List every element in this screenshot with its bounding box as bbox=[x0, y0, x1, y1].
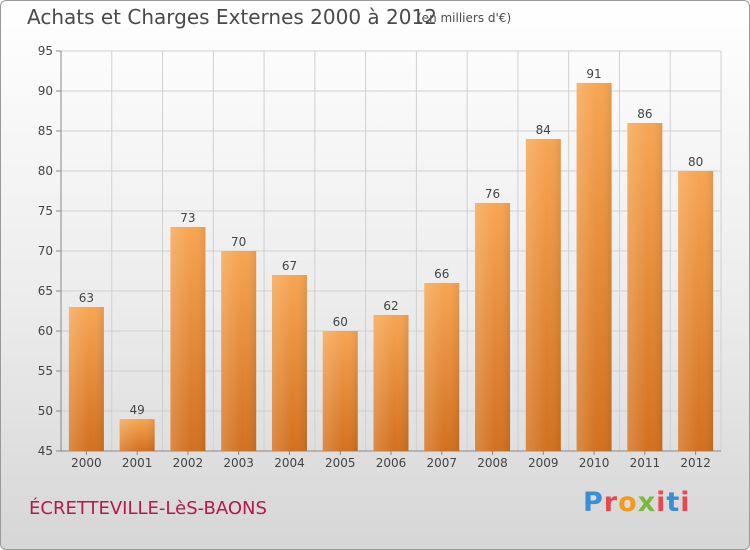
data-label-2008: 76 bbox=[485, 187, 500, 201]
y-tick-label: 60 bbox=[38, 324, 53, 338]
bars bbox=[68, 83, 714, 451]
y-tick-label: 85 bbox=[38, 124, 53, 138]
data-label-2007: 66 bbox=[434, 267, 449, 281]
bar-shade-2009 bbox=[525, 139, 561, 451]
x-tick-label: 2007 bbox=[426, 456, 457, 470]
x-tick-label: 2003 bbox=[223, 456, 254, 470]
bar-shade-2006 bbox=[373, 315, 409, 451]
data-label-2010: 91 bbox=[586, 67, 601, 81]
x-tick-label: 2002 bbox=[173, 456, 204, 470]
x-tick-label: 2001 bbox=[122, 456, 153, 470]
chart-title: Achats et Charges Externes 2000 à 2012 bbox=[27, 5, 437, 29]
x-tick-label: 2009 bbox=[528, 456, 559, 470]
data-label-2004: 67 bbox=[282, 259, 297, 273]
data-label-2003: 70 bbox=[231, 235, 246, 249]
bar-shade-2002 bbox=[170, 227, 206, 451]
bar-shade-2007 bbox=[424, 283, 460, 451]
x-tick-label: 2005 bbox=[325, 456, 356, 470]
data-labels: 63 49 73 70 67 60 62 66 76 84 91 86 80 bbox=[79, 67, 704, 417]
data-label-2001: 49 bbox=[130, 403, 145, 417]
data-label-2000: 63 bbox=[79, 291, 94, 305]
x-tick-label: 2004 bbox=[274, 456, 305, 470]
y-tick-label: 65 bbox=[38, 284, 53, 298]
y-tick-label: 45 bbox=[38, 444, 53, 458]
y-tick-label: 50 bbox=[38, 404, 53, 418]
bar-shade-2012 bbox=[678, 171, 714, 451]
y-tick-label: 75 bbox=[38, 204, 53, 218]
proxiti-logo: Proxiti bbox=[583, 487, 691, 518]
data-label-2006: 62 bbox=[383, 299, 398, 313]
bar-shade-2010 bbox=[576, 83, 612, 451]
x-tick-label: 2000 bbox=[71, 456, 102, 470]
data-label-2009: 84 bbox=[536, 123, 551, 137]
bar-shade-2005 bbox=[322, 331, 358, 451]
chart-subtitle: (en milliers d'€) bbox=[417, 11, 512, 25]
x-tick-label: 2008 bbox=[477, 456, 508, 470]
bar-shade-2004 bbox=[271, 275, 307, 451]
x-tick-label: 2010 bbox=[579, 456, 610, 470]
y-tick-label: 90 bbox=[38, 84, 53, 98]
data-label-2005: 60 bbox=[333, 315, 348, 329]
bar-shade-2011 bbox=[627, 123, 663, 451]
x-tick-label: 2011 bbox=[630, 456, 661, 470]
bar-shade-2008 bbox=[475, 203, 511, 451]
location-name: ÉCRETTEVILLE-LèS-BAONS bbox=[29, 498, 267, 519]
y-tick-label: 70 bbox=[38, 244, 53, 258]
x-tick-label: 2012 bbox=[680, 456, 711, 470]
y-tick-label: 80 bbox=[38, 164, 53, 178]
data-label-2012: 80 bbox=[688, 155, 703, 169]
data-label-2002: 73 bbox=[180, 211, 195, 225]
bar-shade-2003 bbox=[221, 251, 257, 451]
bar-shade-2001 bbox=[119, 419, 155, 451]
bar-shade-2000 bbox=[68, 307, 104, 451]
y-tick-label: 55 bbox=[38, 364, 53, 378]
data-label-2011: 86 bbox=[637, 107, 652, 121]
y-tick-label: 95 bbox=[38, 44, 53, 58]
x-tick-label: 2006 bbox=[376, 456, 407, 470]
